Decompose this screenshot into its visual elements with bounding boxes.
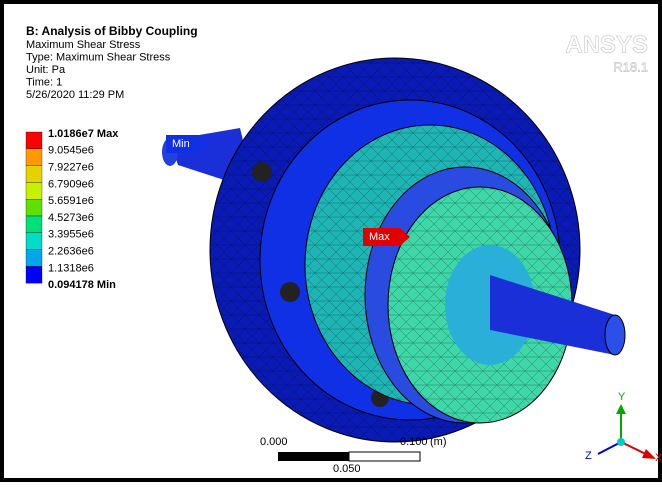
logo-version: R18.1 xyxy=(613,59,648,74)
legend-label: 6.7909e6 xyxy=(48,178,94,190)
title: B: Analysis of Bibby Coupling xyxy=(26,24,198,38)
shaft-end xyxy=(605,315,625,355)
legend-label: 1.0186e7 Max xyxy=(48,128,119,140)
logo: ANSYS xyxy=(565,31,648,58)
scale-unit: (m) xyxy=(430,436,447,448)
legend-swatch xyxy=(26,149,42,166)
legend-swatch xyxy=(26,182,42,199)
triad-y: Y xyxy=(618,391,626,403)
legend-label: 7.9227e6 xyxy=(48,162,94,174)
legend-label: 1.1318e6 xyxy=(48,262,94,274)
scale-middle: 0.050 xyxy=(333,463,361,475)
viewport: B: Analysis of Bibby Coupling Maximum Sh… xyxy=(0,0,662,482)
legend-swatch xyxy=(26,132,42,149)
legend-label: 3.3955e6 xyxy=(48,229,94,241)
header-line: 5/26/2020 11:29 PM xyxy=(26,89,124,101)
legend-label: 2.2636e6 xyxy=(48,246,94,258)
header-line: Time: 1 xyxy=(26,76,62,88)
scale-bar-white xyxy=(349,452,420,461)
min-label: Min xyxy=(172,138,190,150)
legend-swatch xyxy=(26,233,42,250)
legend-label: 4.5273e6 xyxy=(48,212,94,224)
header-line: Unit: Pa xyxy=(26,64,66,76)
legend-label: 0.094178 Min xyxy=(48,279,116,291)
header-line: Type: Maximum Shear Stress xyxy=(26,51,171,63)
max-label: Max xyxy=(369,231,390,243)
legend-label: 9.0545e6 xyxy=(48,145,94,157)
triad-z: Z xyxy=(585,450,592,462)
bolt xyxy=(252,162,272,182)
legend-swatch xyxy=(26,266,42,283)
scale-right: 0.100 xyxy=(400,436,428,448)
scale-bar-black xyxy=(278,452,349,461)
bolt xyxy=(280,282,300,302)
header-line: Maximum Shear Stress xyxy=(26,39,141,51)
triad-x: X xyxy=(655,452,662,464)
legend-swatch xyxy=(26,250,42,267)
legend-label: 5.6591e6 xyxy=(48,195,94,207)
legend-swatch xyxy=(26,199,42,216)
page: B: Analysis of Bibby Coupling Maximum Sh… xyxy=(0,0,662,487)
legend-swatch xyxy=(26,166,42,183)
legend-swatch xyxy=(26,216,42,233)
scale-left: 0.000 xyxy=(260,436,288,448)
